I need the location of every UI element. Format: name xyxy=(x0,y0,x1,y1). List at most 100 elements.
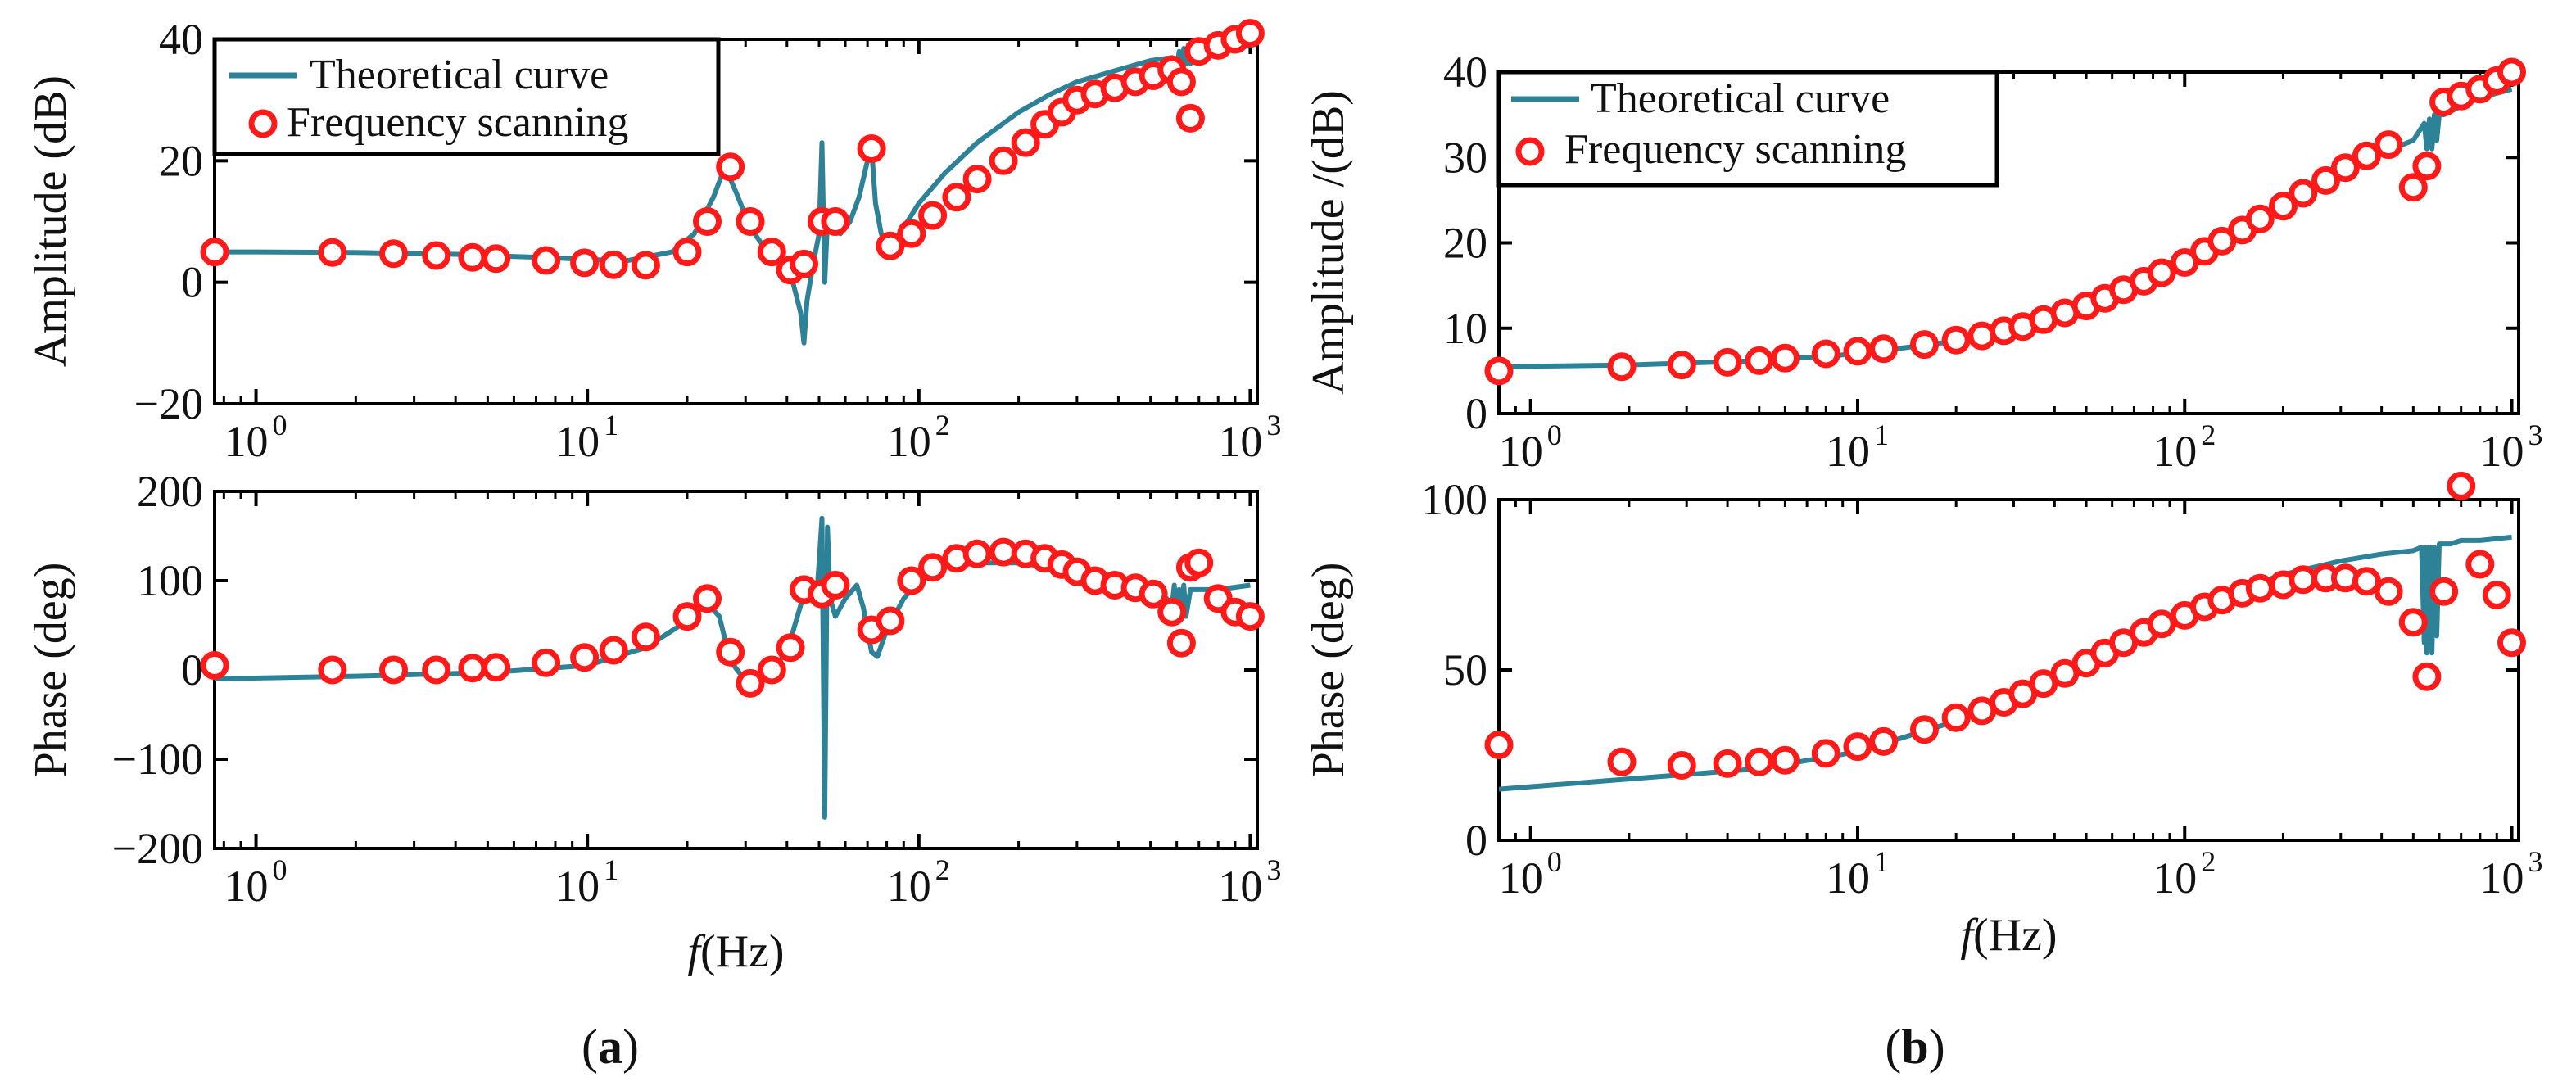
a-bottom-scan-point xyxy=(716,637,745,667)
caption-b: (b) xyxy=(1885,1020,1944,1074)
b-bottom-ytick-label: 100 xyxy=(1421,475,1487,524)
caption-a-close: ) xyxy=(622,1020,639,1074)
a-top-scan-point xyxy=(942,183,971,212)
a-bottom-scan-point xyxy=(318,655,347,685)
b-bottom-scan-point xyxy=(2289,565,2318,595)
b-bottom-scan-point xyxy=(2245,573,2275,603)
b-top-scan-point xyxy=(2245,204,2275,233)
b-top-xtick-label: 10 xyxy=(2480,427,2524,476)
b-top-scan-point xyxy=(2311,165,2340,195)
a-bottom-scan-point xyxy=(897,566,926,595)
b-bottom-scan-point xyxy=(1869,726,1899,756)
a-top-ylabel: Amplitude (dB) xyxy=(25,75,76,367)
caption-b-open: ( xyxy=(1885,1020,1901,1074)
b-top-scan-point xyxy=(1910,330,1939,360)
legend-b-marker-swatch xyxy=(1515,137,1545,166)
b-bottom-xtick-exp: 2 xyxy=(2201,845,2216,878)
a-top-scan-point xyxy=(672,238,702,267)
a-bottom-ytick-label: 200 xyxy=(137,467,203,516)
b-bottom-scan-point xyxy=(2398,608,2428,637)
b-bottom-scan-point xyxy=(2412,662,2442,691)
a-bottom-scan-point xyxy=(1166,628,1196,658)
a-bottom-scan-point xyxy=(962,539,992,568)
a-bottom-ytick-label: 100 xyxy=(137,556,203,605)
b-bottom-axes-box xyxy=(1497,498,2520,842)
a-top-scan-point xyxy=(599,250,628,279)
a-bottom-scan-point xyxy=(200,651,229,680)
legend-a-marker-swatch xyxy=(248,109,278,138)
a-top-scan-point xyxy=(379,239,408,269)
b-top-scan-point xyxy=(1869,334,1899,364)
caption-a: (a) xyxy=(582,1020,639,1074)
b-bottom-xtick-label: 10 xyxy=(2153,853,2197,903)
b-bottom-scan-point xyxy=(2374,577,2403,606)
a-top-scan-point xyxy=(821,207,850,236)
a-top-scan-point xyxy=(876,231,905,260)
b-top-scan-point xyxy=(2374,130,2403,160)
a-top-scan-point xyxy=(918,201,948,230)
b-bottom-scan-point xyxy=(2465,550,2495,579)
b-bottom-scan-point xyxy=(1667,751,1696,780)
legend-a-label-theory: Theoretical curve xyxy=(310,52,609,98)
b-top-scan-point xyxy=(1843,337,1872,366)
a-bottom-scan-point xyxy=(776,633,805,663)
b-top-scan-point xyxy=(2412,152,2442,181)
a-bottom-scan-point xyxy=(532,648,561,677)
legend-b: Theoretical curve Frequency scanning xyxy=(1496,70,1999,188)
a-top-scan-point xyxy=(318,238,347,267)
a-bottom-scan-point xyxy=(458,654,487,683)
b-bottom-scan-point xyxy=(1941,703,1971,732)
legend-b-label-scan: Frequency scanning xyxy=(1564,126,1906,173)
a-top-series-scan xyxy=(200,19,1265,285)
b-top-ytick-label: 20 xyxy=(1443,219,1487,268)
a-top-ytick-label: −20 xyxy=(134,379,203,428)
b-top-xtick-exp: 3 xyxy=(2528,419,2543,451)
b-bottom-xtick-exp: 1 xyxy=(1874,845,1889,878)
b-top-ytick-label: 40 xyxy=(1443,48,1487,97)
b-bottom-ylabel: Phase (deg) xyxy=(1303,563,1354,778)
a-bottom-scan-point xyxy=(482,653,511,682)
a-bottom-scan-point xyxy=(570,643,600,672)
b-bottom-scan-point xyxy=(1713,749,1742,778)
b-top-scan-point xyxy=(1607,352,1637,382)
b-top-scan-point xyxy=(2497,57,2526,87)
b-top-scan-point xyxy=(2147,258,2176,287)
legend-a-box xyxy=(212,37,721,156)
a-top-scan-point xyxy=(570,248,600,278)
b-bottom-scan-point xyxy=(1811,739,1840,768)
a-top-axes-box xyxy=(213,38,1259,405)
b-top-ytick-label: 0 xyxy=(1465,389,1487,438)
b-top-scan-point xyxy=(1941,325,1971,355)
a-top-ytick-label: 0 xyxy=(181,258,203,307)
b-bottom-xlabel: f(Hz) xyxy=(1960,910,2057,961)
a-bottom-scan-point xyxy=(672,602,702,631)
b-top-xtick-exp: 0 xyxy=(1547,419,1562,451)
b-bottom-scan-point xyxy=(1910,715,1939,744)
a-top-xtick-exp: 1 xyxy=(604,409,618,441)
b-bottom-series-scan xyxy=(1484,471,2526,780)
b-bottom-scan-point xyxy=(2429,577,2459,606)
b-top-scan-point xyxy=(2289,179,2318,208)
legend-a-label-scan: Frequency scanning xyxy=(287,99,628,146)
a-bottom-scan-point xyxy=(379,655,408,685)
a-top-xtick-label: 10 xyxy=(224,417,269,466)
a-bottom-scan-point xyxy=(631,622,660,652)
a-top-xtick-exp: 2 xyxy=(935,409,950,441)
a-top-scan-point xyxy=(790,249,818,278)
a-top-scan-point xyxy=(482,244,511,274)
a-top-xtick-exp: 0 xyxy=(273,409,287,441)
a-top-scan-point xyxy=(897,219,926,248)
b-top-scan-point xyxy=(1770,343,1800,373)
a-bottom-scan-point xyxy=(736,668,765,698)
b-bottom-scan-point xyxy=(2352,567,2381,596)
a-top-xtick-label: 10 xyxy=(887,417,931,466)
b-bottom-xtick-label: 10 xyxy=(1826,853,1870,903)
caption-b-letter: b xyxy=(1901,1020,1928,1074)
a-bottom-scan-point xyxy=(1157,597,1187,627)
b-top-scan-point xyxy=(1713,347,1742,377)
b-top-xtick-label: 10 xyxy=(1499,427,1543,476)
a-top-ytick-label: 20 xyxy=(159,136,203,185)
a-bottom-xtick-exp: 3 xyxy=(1266,853,1281,886)
a-bottom-scan-point xyxy=(821,571,850,600)
